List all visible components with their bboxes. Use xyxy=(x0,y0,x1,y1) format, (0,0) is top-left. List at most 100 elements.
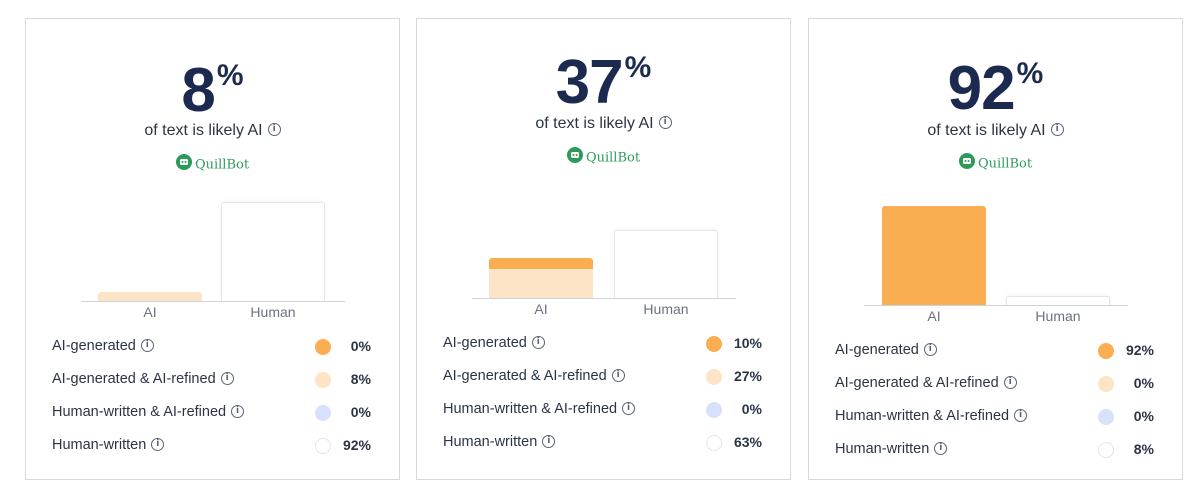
info-icon[interactable]: i xyxy=(140,338,154,352)
x-label-ai: AI xyxy=(927,308,941,324)
ai-score-percent-sign: % xyxy=(1016,57,1044,90)
human-bar xyxy=(221,201,325,301)
ai-generated-segment xyxy=(882,205,986,305)
x-label-ai: AI xyxy=(534,301,548,317)
x-label-human: Human xyxy=(643,301,689,317)
ai-score-value: 37 xyxy=(555,48,624,117)
legend-swatch xyxy=(706,435,722,451)
info-icon[interactable]: i xyxy=(267,123,281,137)
score-subtitle-text: of text is likely AI xyxy=(144,122,263,139)
human-bar xyxy=(1006,296,1110,305)
legend-value: 0% xyxy=(350,404,371,420)
ai-bar xyxy=(98,292,202,301)
legend-row-human-written: Human-written i 8% xyxy=(835,441,1154,474)
ai-detection-card: 92% of text is likely AI i QuillBot AI Hu… xyxy=(808,18,1183,480)
chart-baseline xyxy=(81,301,345,302)
x-label-ai: AI xyxy=(143,304,157,320)
score-subtitle-text: of text is likely AI xyxy=(927,122,1046,139)
info-icon[interactable]: i xyxy=(151,437,165,451)
quillbot-brand: QuillBot xyxy=(809,153,1182,174)
legend-value: 63% xyxy=(733,434,762,450)
legend-swatch xyxy=(315,372,331,388)
legend-label: Human-written i xyxy=(443,434,556,450)
legend-swatch xyxy=(1098,376,1114,392)
legend: AI-generated i 10% AI-generated & AI-refin… xyxy=(443,335,762,467)
legend-label: Human-written & AI-refined i xyxy=(52,404,245,420)
x-label-human: Human xyxy=(250,304,296,320)
quillbot-brand: QuillBot xyxy=(26,154,399,175)
info-icon[interactable]: i xyxy=(658,116,672,130)
quillbot-logo-icon xyxy=(958,153,975,173)
score-subtitle: of text is likely AI i xyxy=(417,115,790,133)
legend-label: AI-generated i xyxy=(443,335,545,351)
brand-name: QuillBot xyxy=(585,150,641,166)
ai-score-percent-sign: % xyxy=(216,59,244,92)
legend-row-ai-generated-ai-refined: AI-generated & AI-refined i 8% xyxy=(52,371,371,404)
legend-value: 27% xyxy=(733,368,762,384)
ai-score: 37% xyxy=(417,47,790,118)
score-bar-chart xyxy=(864,166,1128,306)
legend-swatch xyxy=(706,402,722,418)
legend-row-ai-generated: AI-generated i 0% xyxy=(52,338,371,371)
legend-row-human-written-ai-refined: Human-written & AI-refined i 0% xyxy=(52,404,371,437)
chart-baseline xyxy=(864,305,1128,306)
legend-label: Human-written i xyxy=(52,437,165,453)
legend-label: AI-generated i xyxy=(52,338,154,354)
legend-row-human-written-ai-refined: Human-written & AI-refined i 0% xyxy=(835,408,1154,441)
legend-label: Human-written & AI-refined i xyxy=(835,408,1028,424)
legend-label: Human-written & AI-refined i xyxy=(443,401,636,417)
ai-score: 8% xyxy=(26,55,399,126)
legend-value: 0% xyxy=(741,401,762,417)
brand-name: QuillBot xyxy=(977,156,1033,172)
info-icon[interactable]: i xyxy=(934,441,948,455)
legend-value: 0% xyxy=(1133,375,1154,391)
legend-label: AI-generated & AI-refined i xyxy=(835,375,1017,391)
info-icon[interactable]: i xyxy=(622,401,636,415)
quillbot-brand: QuillBot xyxy=(417,147,790,168)
legend-row-ai-generated-ai-refined: AI-generated & AI-refined i 27% xyxy=(443,368,762,401)
legend-row-ai-generated-ai-refined: AI-generated & AI-refined i 0% xyxy=(835,375,1154,408)
ai-refined-segment xyxy=(489,268,593,298)
legend-label: AI-generated i xyxy=(835,342,937,358)
legend: AI-generated i 0% AI-generated & AI-refine… xyxy=(52,338,371,470)
ai-score-value: 8 xyxy=(181,56,215,125)
chart-baseline xyxy=(472,298,736,299)
legend-row-ai-generated: AI-generated i 92% xyxy=(835,342,1154,375)
legend-label: Human-written i xyxy=(835,441,948,457)
legend-swatch xyxy=(706,336,722,352)
legend-value: 8% xyxy=(1133,441,1154,457)
ai-generated-segment xyxy=(489,258,593,269)
legend-label: AI-generated & AI-refined i xyxy=(52,371,234,387)
info-icon[interactable]: i xyxy=(1003,375,1017,389)
info-icon[interactable]: i xyxy=(1050,123,1064,137)
legend-row-human-written-ai-refined: Human-written & AI-refined i 0% xyxy=(443,401,762,434)
legend-row-ai-generated: AI-generated i 10% xyxy=(443,335,762,368)
legend-label: AI-generated & AI-refined i xyxy=(443,368,625,384)
ai-score: 92% xyxy=(809,53,1182,124)
quillbot-logo-icon xyxy=(175,154,192,174)
info-icon[interactable]: i xyxy=(231,404,245,418)
legend-swatch xyxy=(1098,409,1114,425)
x-label-human: Human xyxy=(1035,308,1081,324)
legend-swatch xyxy=(1098,343,1114,359)
legend-swatch xyxy=(315,339,331,355)
score-subtitle: of text is likely AI i xyxy=(26,122,399,140)
info-icon[interactable]: i xyxy=(1014,408,1028,422)
ai-score-value: 92 xyxy=(947,54,1016,123)
legend-swatch xyxy=(315,438,331,454)
info-icon[interactable]: i xyxy=(923,342,937,356)
legend-swatch xyxy=(706,369,722,385)
legend-row-human-written: Human-written i 92% xyxy=(52,437,371,470)
info-icon[interactable]: i xyxy=(542,434,556,448)
legend-value: 0% xyxy=(350,338,371,354)
legend-value: 92% xyxy=(1125,342,1154,358)
human-bar xyxy=(614,229,718,298)
legend-swatch xyxy=(315,405,331,421)
info-icon[interactable]: i xyxy=(611,368,625,382)
info-icon[interactable]: i xyxy=(531,335,545,349)
legend-row-human-written: Human-written i 63% xyxy=(443,434,762,467)
score-bar-chart xyxy=(81,162,345,302)
quillbot-logo-icon xyxy=(566,147,583,167)
score-subtitle: of text is likely AI i xyxy=(809,122,1182,140)
info-icon[interactable]: i xyxy=(220,371,234,385)
